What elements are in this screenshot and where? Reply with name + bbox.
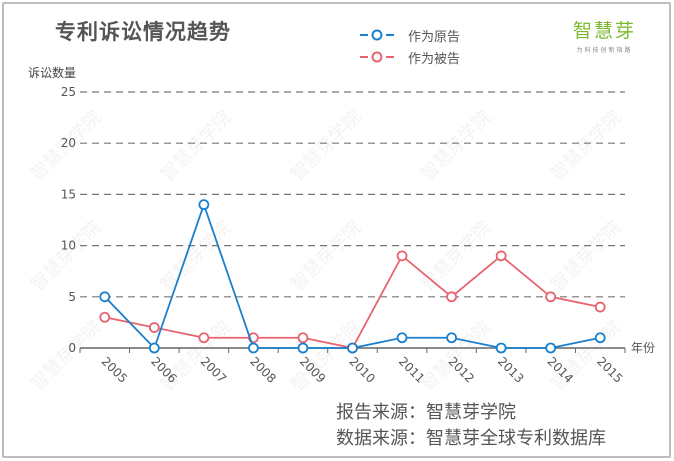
x-tick-label: 2008 (247, 354, 278, 385)
watermark-text: 智慧芽学院 (157, 107, 235, 185)
legend-item-plaintiff: 作为原告 (360, 24, 460, 46)
data-point (396, 250, 408, 262)
data-source: 数据来源：智慧芽全球专利数据库 (336, 428, 606, 449)
y-tick-label: 25 (61, 85, 76, 99)
x-tick-label: 2010 (346, 354, 377, 385)
legend-line-marker-icon (360, 51, 394, 63)
x-tick-label: 2015 (594, 354, 625, 385)
data-point (198, 332, 210, 344)
data-point (198, 199, 210, 211)
watermark-text: 智慧芽学院 (417, 217, 495, 295)
legend-item-defendant: 作为被告 (360, 46, 460, 68)
legend-line-marker-icon (360, 29, 394, 41)
y-axis-label: 诉讼数量 (28, 66, 77, 80)
chart-title: 专利诉讼情况趋势 (55, 20, 231, 44)
data-point (248, 342, 259, 354)
watermark-text: 智慧芽学院 (27, 217, 105, 295)
data-point (99, 291, 111, 303)
data-point (297, 342, 309, 354)
report-source: 报告来源：智慧芽学院 (336, 402, 516, 423)
legend: 作为原告 作为被告 (360, 24, 460, 68)
legend-label: 作为被告 (408, 51, 461, 67)
data-point (446, 291, 457, 303)
data-point (297, 332, 309, 344)
data-point (396, 332, 408, 344)
data-point (99, 311, 111, 323)
y-tick-label: 5 (68, 290, 76, 304)
x-tick-label: 2007 (198, 354, 229, 385)
data-point (594, 301, 606, 313)
x-tick-label: 2005 (99, 354, 130, 385)
watermark-text: 智慧芽学院 (287, 107, 365, 185)
watermark-text: 智慧芽学院 (547, 107, 625, 185)
source-notes: 报告来源：智慧芽学院 数据来源：智慧芽全球专利数据库 (336, 400, 606, 452)
data-point (148, 322, 160, 333)
y-tick-label: 15 (61, 187, 76, 201)
x-tick-label: 2013 (495, 354, 526, 385)
data-point (594, 332, 606, 344)
data-point (148, 342, 160, 354)
data-point (495, 250, 507, 262)
data-point (495, 342, 507, 354)
watermark-text: 智慧芽学院 (287, 217, 365, 295)
y-tick-label: 20 (61, 136, 76, 150)
data-point (347, 342, 358, 354)
data-point (446, 332, 457, 344)
brand-logo: 智慧芽 为科技创新指路 (573, 16, 636, 54)
watermark-text: 智慧芽学院 (547, 217, 625, 295)
data-point (545, 342, 557, 354)
logo-name: 智慧芽 (573, 20, 637, 42)
watermark-text: 智慧芽学院 (417, 107, 495, 185)
logo-slogan: 为科技创新指路 (576, 47, 633, 54)
data-point (545, 291, 557, 303)
watermark-text: 智慧芽学院 (27, 317, 105, 395)
y-tick-label: 0 (68, 341, 76, 355)
legend-label: 作为原告 (408, 29, 461, 45)
y-tick-label: 10 (61, 239, 76, 253)
x-axis-label: 年份 (631, 341, 655, 355)
